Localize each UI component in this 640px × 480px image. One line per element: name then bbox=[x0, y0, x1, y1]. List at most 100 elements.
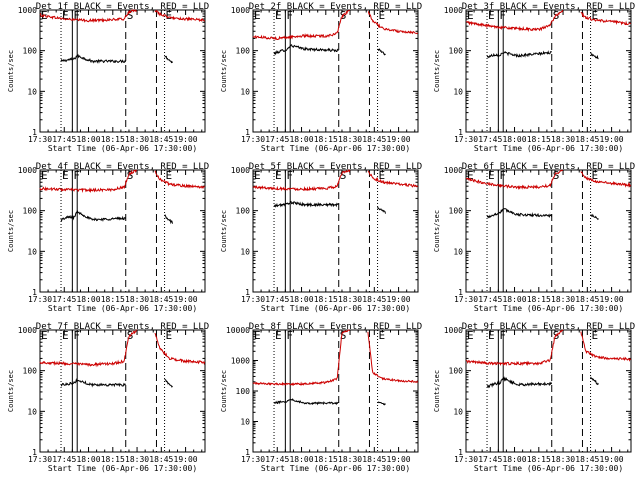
series-events-line bbox=[273, 200, 339, 208]
y-tick-label: 10 bbox=[453, 407, 463, 416]
x-tick-label: 17:45 bbox=[265, 135, 289, 144]
y-tick-label: 10 bbox=[27, 87, 37, 96]
x-tick-label: 18:15 bbox=[527, 295, 551, 304]
y-axis-label: Counts/sec bbox=[7, 210, 15, 252]
marker-label: E bbox=[166, 9, 173, 22]
marker-label: E bbox=[254, 9, 261, 22]
panel-2: Det 2f BLACK = Events, RED = LLD 1 10 100 10… bbox=[220, 2, 422, 153]
y-tick-label: 1000 bbox=[444, 6, 463, 15]
marker-label: F bbox=[286, 329, 293, 342]
panel-title: Det 8f BLACK = Events, RED = LLD bbox=[249, 322, 422, 332]
x-tick-label: 19:00 bbox=[174, 295, 198, 304]
y-tick-label: 100 bbox=[449, 47, 464, 56]
y-tick-label: 10 bbox=[27, 407, 37, 416]
x-axis-label: Start Time (06-Apr-06 17:30:00) bbox=[261, 464, 410, 473]
marker-label: E bbox=[379, 9, 386, 22]
series-lld-line bbox=[580, 11, 632, 26]
y-tick-label: 1000 bbox=[444, 326, 463, 335]
x-tick-label: 18:30 bbox=[125, 455, 149, 464]
x-tick-label: 17:30 bbox=[454, 135, 478, 144]
y-tick-label: 1 bbox=[458, 448, 463, 457]
y-axis-label: Counts/sec bbox=[7, 50, 15, 92]
series-events-line bbox=[590, 52, 599, 60]
y-tick-label: 10 bbox=[453, 87, 463, 96]
panel-4: Det 4f BLACK = Events, RED = LLD 1 10 100 10… bbox=[7, 162, 209, 313]
panel-title: Det 9f BLACK = Events, RED = LLD bbox=[462, 322, 635, 332]
x-tick-label: 19:00 bbox=[600, 135, 624, 144]
x-tick-label: 19:00 bbox=[387, 455, 411, 464]
x-tick-label: 18:30 bbox=[551, 455, 575, 464]
series-lld-line bbox=[367, 170, 419, 188]
marker-label: F bbox=[499, 329, 506, 342]
marker-label: S bbox=[127, 9, 134, 22]
x-tick-label: 18:30 bbox=[125, 135, 149, 144]
plot-frame bbox=[39, 169, 206, 293]
y-tick-label: 1 bbox=[32, 448, 37, 457]
series-lld-line bbox=[580, 171, 632, 189]
marker-label: E bbox=[166, 329, 173, 342]
x-tick-label: 18:15 bbox=[314, 135, 338, 144]
y-tick-label: 10 bbox=[240, 247, 250, 256]
x-axis-label: Start Time (06-Apr-06 17:30:00) bbox=[261, 304, 410, 313]
panel-title: Det 7f BLACK = Events, RED = LLD bbox=[36, 322, 209, 332]
plot-frame bbox=[252, 169, 419, 293]
y-tick-label: 10 bbox=[453, 247, 463, 256]
series-events-line bbox=[486, 208, 553, 219]
panel-8: Det 8f BLACK = Events, RED = LLD 1 10 100 10… bbox=[220, 322, 422, 473]
x-tick-label: 18:00 bbox=[502, 135, 526, 144]
x-tick-label: 18:45 bbox=[149, 135, 173, 144]
plot-frame bbox=[465, 9, 632, 133]
x-tick-label: 17:30 bbox=[241, 295, 265, 304]
marker-label: E bbox=[254, 169, 261, 182]
series-events-line bbox=[590, 213, 599, 221]
x-tick-label: 18:00 bbox=[289, 295, 313, 304]
series-lld-line bbox=[39, 329, 138, 368]
marker-label: S bbox=[340, 169, 347, 182]
x-axis-label: Start Time (06-Apr-06 17:30:00) bbox=[48, 464, 197, 473]
x-tick-label: 18:15 bbox=[314, 455, 338, 464]
x-tick-label: 18:45 bbox=[362, 295, 386, 304]
marker-label: F bbox=[286, 9, 293, 22]
marker-label: E bbox=[275, 9, 282, 22]
series-events-line bbox=[60, 53, 127, 64]
y-tick-label: 1 bbox=[32, 128, 37, 137]
y-tick-label: 1 bbox=[32, 288, 37, 297]
x-tick-label: 17:45 bbox=[52, 295, 76, 304]
x-tick-label: 18:00 bbox=[289, 135, 313, 144]
x-tick-label: 19:00 bbox=[174, 135, 198, 144]
marker-label: F bbox=[499, 169, 506, 182]
x-tick-label: 18:30 bbox=[551, 135, 575, 144]
series-lld-line bbox=[252, 168, 351, 192]
x-tick-label: 17:30 bbox=[241, 135, 265, 144]
y-tick-label: 100 bbox=[236, 387, 251, 396]
marker-label: E bbox=[379, 169, 386, 182]
plot-frame bbox=[252, 329, 419, 453]
marker-label: E bbox=[62, 9, 69, 22]
x-tick-label: 19:00 bbox=[600, 455, 624, 464]
y-tick-label: 1000 bbox=[231, 166, 250, 175]
marker-label: E bbox=[592, 9, 599, 22]
marker-label: F bbox=[286, 169, 293, 182]
series-events-line bbox=[590, 376, 599, 386]
x-tick-label: 18:00 bbox=[502, 295, 526, 304]
x-tick-label: 18:45 bbox=[149, 295, 173, 304]
y-tick-label: 100 bbox=[236, 47, 251, 56]
panel-title: Det 3f BLACK = Events, RED = LLD bbox=[462, 2, 635, 12]
marker-label: E bbox=[379, 329, 386, 342]
y-tick-label: 100 bbox=[449, 207, 464, 216]
x-tick-label: 19:00 bbox=[387, 135, 411, 144]
x-axis-label: Start Time (06-Apr-06 17:30:00) bbox=[48, 144, 197, 153]
marker-label: F bbox=[499, 9, 506, 22]
x-tick-label: 17:30 bbox=[28, 295, 52, 304]
plot-frame bbox=[39, 9, 206, 133]
marker-label: S bbox=[553, 9, 560, 22]
plot-frame bbox=[252, 9, 419, 133]
y-tick-label: 100 bbox=[23, 367, 38, 376]
series-events-line bbox=[60, 378, 126, 388]
x-tick-label: 18:45 bbox=[575, 135, 599, 144]
marker-label: E bbox=[41, 329, 48, 342]
series-events-line bbox=[377, 48, 386, 56]
series-lld-line bbox=[465, 329, 564, 367]
marker-label: E bbox=[62, 329, 69, 342]
